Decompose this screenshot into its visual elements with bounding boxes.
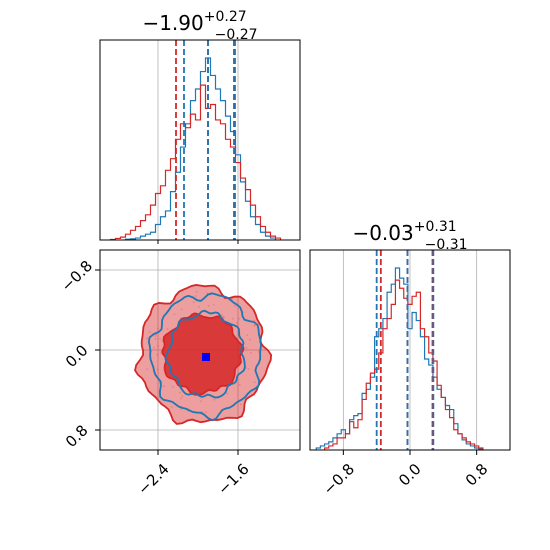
sample-point bbox=[236, 321, 239, 324]
hist-panel-param1: −1.90+0.27 −0.27 bbox=[99, 9, 301, 244]
sample-point bbox=[153, 346, 156, 349]
sample-point bbox=[180, 408, 183, 411]
sample-point bbox=[239, 403, 242, 406]
title-param2-upper: +0.31 bbox=[414, 219, 457, 235]
sample-point bbox=[226, 392, 229, 395]
sample-point bbox=[159, 337, 162, 340]
sample-point bbox=[198, 305, 200, 308]
title-param1-median: −1.90 bbox=[142, 11, 203, 35]
sample-point bbox=[257, 351, 260, 353]
sample-point bbox=[194, 295, 197, 297]
sample-point bbox=[200, 400, 203, 402]
sample-point bbox=[245, 347, 248, 349]
sample-point bbox=[163, 385, 165, 388]
sample-point bbox=[156, 327, 159, 330]
title-param1: −1.90+0.27 −0.27 bbox=[142, 9, 257, 43]
sample-point bbox=[148, 331, 151, 333]
sample-point bbox=[223, 316, 225, 319]
sample-point bbox=[154, 335, 157, 337]
sample-point bbox=[213, 398, 215, 401]
sample-point bbox=[206, 292, 209, 295]
sample-point bbox=[253, 324, 256, 327]
sample-point bbox=[254, 381, 256, 384]
contour-series_a-inner bbox=[164, 309, 246, 399]
histogram-series_b bbox=[323, 279, 484, 450]
sample-point bbox=[234, 305, 236, 307]
sample-point bbox=[207, 304, 210, 307]
truth-marker bbox=[202, 353, 210, 361]
title-param2-median: −0.03 bbox=[352, 221, 413, 245]
sample-point bbox=[238, 317, 241, 320]
sample-point bbox=[173, 313, 176, 316]
title-param1-upper: +0.27 bbox=[204, 9, 247, 25]
sample-point bbox=[157, 345, 160, 347]
sample-point bbox=[192, 301, 195, 304]
sample-point bbox=[154, 338, 157, 340]
sample-point bbox=[146, 337, 148, 340]
sample-point bbox=[156, 353, 159, 356]
sample-point bbox=[238, 383, 241, 386]
sample-point bbox=[220, 314, 223, 317]
hist-param1-frame bbox=[99, 39, 301, 241]
sample-point bbox=[212, 303, 215, 306]
title-param2: −0.03+0.31 −0.31 bbox=[352, 219, 467, 253]
sample-point bbox=[249, 338, 251, 341]
sample-point bbox=[171, 406, 173, 408]
sample-point bbox=[180, 397, 183, 400]
title-param2-lower: −0.31 bbox=[425, 237, 468, 253]
contour-series_a-outer bbox=[147, 292, 262, 422]
sample-point bbox=[231, 317, 234, 320]
sample-point bbox=[171, 385, 174, 388]
sample-point bbox=[181, 395, 184, 398]
sample-point bbox=[156, 368, 159, 371]
sample-point bbox=[146, 368, 149, 370]
sample-point bbox=[195, 291, 198, 293]
sample-point bbox=[205, 411, 207, 413]
histogram-series_a bbox=[124, 57, 277, 240]
sample-point bbox=[250, 351, 252, 354]
hist-panel-param2: −0.03+0.31 −0.31 −0.8 0.0 0.8 bbox=[309, 219, 511, 499]
sample-point bbox=[178, 391, 181, 394]
histogram-series_b bbox=[109, 84, 282, 241]
title-param1-lower: −0.27 bbox=[215, 27, 258, 43]
sample-point bbox=[247, 368, 250, 370]
sample-point bbox=[160, 352, 163, 355]
sample-point bbox=[246, 334, 249, 336]
sample-point bbox=[166, 328, 169, 330]
sample-point bbox=[180, 308, 183, 311]
sample-point bbox=[201, 410, 204, 413]
sample-point bbox=[222, 315, 225, 318]
histogram-series_a bbox=[315, 267, 484, 450]
